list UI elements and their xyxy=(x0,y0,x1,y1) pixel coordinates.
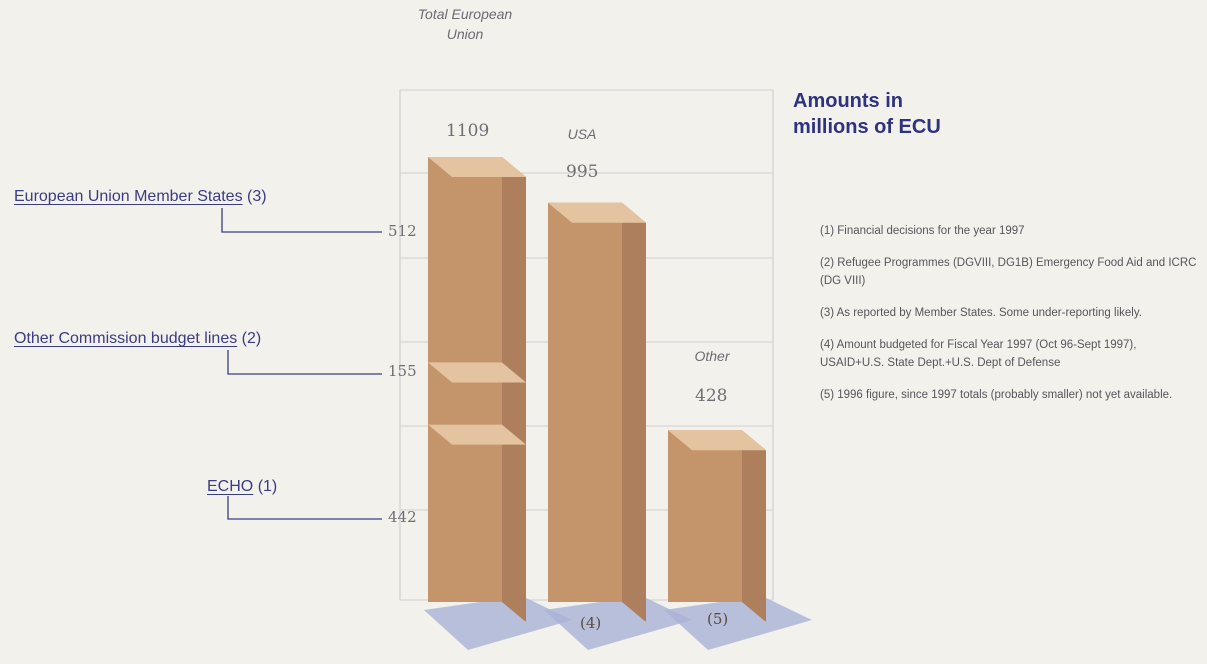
series-name-member-states: European Union Member States xyxy=(14,188,243,205)
total-label-other: 428 xyxy=(695,386,728,406)
category-label-total-eu: Total European Union xyxy=(417,6,513,42)
units-title: Amounts in millions of ECU xyxy=(793,90,941,138)
bar-segment-member-states-side xyxy=(502,157,526,383)
series-note-echo: (1) xyxy=(257,478,278,495)
total-label-usa: 995 xyxy=(566,162,599,182)
series-label-commission: Other Commission budget lines (2) xyxy=(14,330,261,348)
series-name-commission: Other Commission budget lines xyxy=(14,330,238,347)
bar-note-usa: (4) xyxy=(580,614,602,632)
bar-other-front xyxy=(668,430,742,602)
leader-commission xyxy=(227,350,382,375)
footnote-3: (3) As reported by Member States. Some u… xyxy=(820,307,1142,319)
footnote-1: (1) Financial decisions for the year 199… xyxy=(820,225,1025,237)
bar-segment-echo-top xyxy=(428,424,526,445)
series-name-echo: ECHO xyxy=(207,478,254,495)
bar-segment-commission-side xyxy=(502,362,526,445)
bar-segment-member-states-top xyxy=(428,157,526,177)
leader-member-states xyxy=(221,208,382,233)
bar-other-side xyxy=(742,430,766,622)
series-note-member-states: (3) xyxy=(247,188,267,205)
bar-note-other: (5) xyxy=(707,610,729,628)
category-label-usa: USA xyxy=(567,126,597,142)
bar-segment-commission-top xyxy=(428,362,526,383)
bar-shadow-1 xyxy=(544,596,692,650)
footnote-4: (4) Amount budgeted for Fiscal Year 1997… xyxy=(820,339,1137,369)
bar-segment-member-states-front xyxy=(428,157,502,363)
leader-lines xyxy=(221,208,382,520)
leader-echo xyxy=(227,496,382,520)
series-label-member-states: European Union Member States (3) xyxy=(14,188,267,206)
bars xyxy=(428,157,766,623)
segment-value-echo: 442 xyxy=(388,508,417,526)
bar-usa-top xyxy=(548,202,646,223)
footnote-2: (2) Refugee Programmes (DGVIII, DG1B) Em… xyxy=(820,257,1197,287)
bar-other-top xyxy=(668,430,766,451)
series-note-commission: (2) xyxy=(241,330,262,347)
bar-segment-echo-side xyxy=(502,424,526,622)
footnotes-list: (1) Financial decisions for the year 199… xyxy=(820,222,1200,418)
segment-value-commission: 155 xyxy=(388,362,417,380)
bar-usa-front xyxy=(548,202,622,603)
segment-value-member-states: 512 xyxy=(388,222,417,240)
bar-shadows xyxy=(424,596,812,650)
bar-segment-echo-front xyxy=(428,424,502,602)
bar-shadow-0 xyxy=(424,596,572,650)
category-label-other: Other xyxy=(694,348,730,364)
footnote-5: (5) 1996 figure, since 1997 totals (prob… xyxy=(820,389,1173,401)
series-label-echo: ECHO (1) xyxy=(207,478,277,496)
total-label-eu: 1109 xyxy=(446,121,490,141)
bar-usa-side xyxy=(622,202,646,623)
bar-shadow-2 xyxy=(664,596,812,650)
